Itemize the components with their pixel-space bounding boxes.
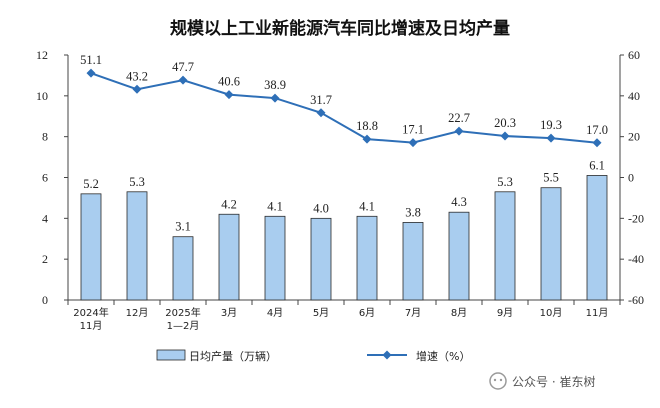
line-value-label: 20.3 [494,116,516,130]
bar-value-label: 4.0 [313,201,329,215]
bar [494,191,516,301]
line-marker [316,108,326,118]
line-value-label: 47.7 [172,60,194,74]
bar [126,191,148,301]
left-tick-label: 10 [36,89,48,103]
right-tick-label: -20 [628,211,644,225]
line-value-label: 38.9 [264,78,286,92]
left-tick-label: 0 [42,293,48,307]
bar-value-label: 3.8 [405,205,421,219]
bar-value-label: 5.2 [83,177,99,191]
x-tick-label: 3月 [221,307,237,319]
bar [264,215,286,301]
right-tick-label: -40 [628,252,644,266]
left-tick-label: 6 [42,171,48,185]
line-marker [546,133,556,143]
wechat-icon [489,372,507,390]
line-marker [224,90,234,100]
data-labels: 5.2 5.3 3.1 4.2 4.1 4.0 4.1 3.8 4.3 5.3 5.5 6.1 51.1… [80,53,608,234]
x-tick-label: 2025年 1—2月 [165,306,200,332]
bar [310,217,332,301]
line-marker [592,138,602,148]
line-marker [408,138,418,148]
x-tick-label: 2024年 11月 [73,306,108,332]
left-tick-label: 12 [36,48,48,62]
growth-line [90,72,598,144]
line-value-label: 17.1 [402,123,424,137]
line-value-label: 17.0 [586,123,608,137]
line-marker [270,93,280,103]
wechat-icon-eye [499,378,503,382]
bar-series [80,175,608,301]
bar [218,213,240,301]
bar [586,175,608,301]
bar [356,215,378,301]
x-tick-label: 10月 [540,307,563,319]
line-value-label: 19.3 [540,118,562,132]
line-marker [500,131,510,141]
watermark: 公众号 · 崔东树 [489,372,595,390]
left-tick-label: 8 [42,130,48,144]
bar-value-label: 4.1 [267,199,283,213]
bar-value-label: 6.1 [589,158,605,172]
legend-line-label: 增速（%） [416,349,470,363]
x-tick-label: 9月 [497,307,513,319]
x-tick-label: 11月 [586,307,609,319]
bar-value-label: 5.3 [129,175,145,189]
legend: 日均产量（万辆） 增速（%） [156,349,470,363]
x-tick-label: 4月 [267,307,283,319]
line-value-label: 22.7 [448,111,470,125]
x-tick-label: 5月 [313,307,329,319]
right-tick-label: 60 [628,48,640,62]
line-value-label: 31.7 [310,93,332,107]
line-marker [362,134,372,144]
line-value-label: 51.1 [80,53,102,67]
right-tick-label: 40 [628,89,640,103]
wechat-icon-eye [493,378,497,382]
bar [448,211,470,301]
legend-bar-swatch [156,349,186,361]
line-marker [454,126,464,136]
right-tick-label: 20 [628,130,640,144]
line-marker [86,68,96,78]
left-tick-label: 2 [42,252,48,266]
chart-title: 规模以上工业新能源汽车同比增速及日均产量 [170,18,510,39]
bar-value-label: 5.3 [497,175,513,189]
x-tick-label: 7月 [405,307,421,319]
line-series [86,68,602,148]
bar-value-label: 3.1 [175,220,191,234]
bar [402,222,424,301]
bar-value-label: 4.3 [451,195,467,209]
bar-value-label: 5.5 [543,171,559,185]
legend-bar-label: 日均产量（万辆） [189,349,277,363]
bar [80,193,102,301]
watermark-text: 公众号 · 崔东树 [512,374,595,389]
right-tick-label: 0 [628,171,634,185]
bar [540,187,562,301]
line-marker [178,75,188,85]
bar [172,236,194,301]
x-tick-label: 6月 [359,307,375,319]
line-marker [132,84,142,94]
line-value-label: 40.6 [218,75,240,89]
line-value-label: 43.2 [126,69,148,83]
x-tick-label: 8月 [451,307,467,319]
chart-axes: 0 2 4 6 8 10 12 -60 -40 -20 0 20 40 60 2024年 11月 12月 2025… [36,48,644,332]
bar-value-label: 4.1 [359,199,375,213]
right-tick-label: -60 [628,293,644,307]
legend-line-marker [382,350,392,360]
left-tick-label: 4 [42,211,48,225]
bar-value-label: 4.2 [221,197,237,211]
x-tick-label: 12月 [126,307,149,319]
line-value-label: 18.8 [356,119,378,133]
